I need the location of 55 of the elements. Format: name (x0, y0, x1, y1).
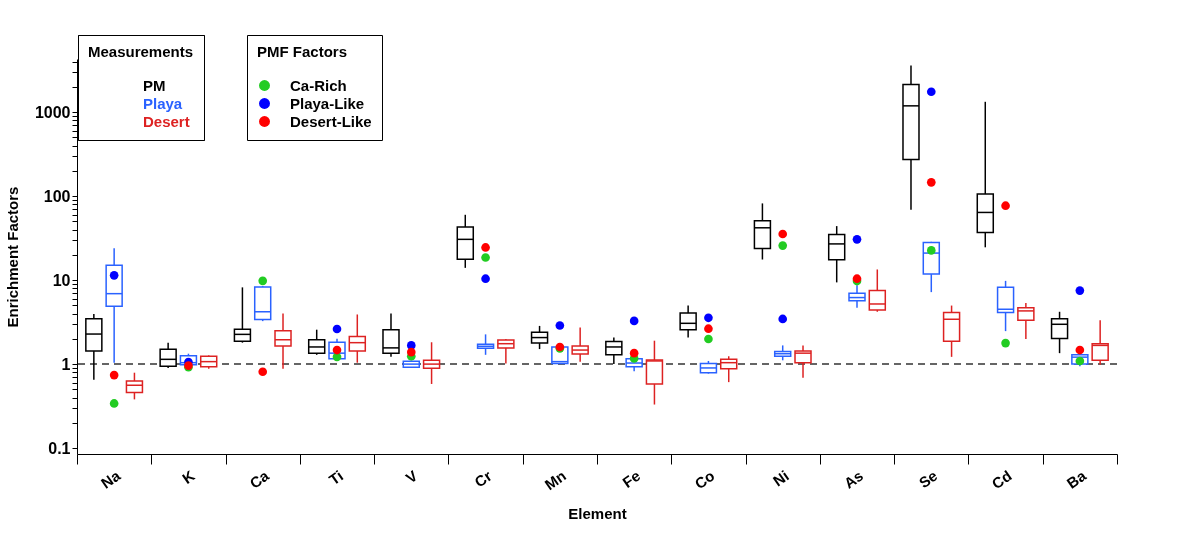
text: Playa (143, 94, 183, 112)
text: Desert (143, 112, 190, 130)
point (778, 241, 788, 250)
point (1001, 201, 1010, 211)
point (406, 347, 416, 357)
point (926, 246, 936, 255)
point (704, 313, 713, 323)
x-tick-label: Cr (471, 466, 495, 491)
point (852, 235, 862, 244)
x-tick-label: Na (97, 466, 124, 492)
point (481, 253, 490, 262)
point (109, 271, 119, 280)
point (481, 274, 490, 284)
x-tick-label: Fe (619, 466, 644, 491)
point (1001, 338, 1010, 348)
point (926, 87, 936, 97)
text: Measurements (88, 43, 194, 60)
x-tick-label: Cd (988, 466, 1015, 493)
point (926, 178, 936, 187)
text: PM (143, 76, 166, 94)
x-tick-label: Ti (325, 466, 347, 489)
y-tick-label: 1000 (34, 103, 71, 121)
point (481, 243, 490, 252)
x-tick-label: Mn (541, 466, 569, 494)
text: PMF Factors (257, 43, 348, 60)
point (704, 324, 713, 334)
point (629, 348, 639, 358)
legend-label: Playa-Like (290, 94, 365, 112)
y-tick-label: 0.1 (48, 439, 71, 457)
point (1075, 286, 1085, 295)
point (1075, 345, 1085, 355)
point (704, 334, 713, 344)
x-tick-label: Se (915, 466, 941, 492)
x-tick-label: V (402, 466, 421, 487)
x-tick-label: Ni (769, 466, 792, 490)
y-axis-title: Enrichment Factors (3, 186, 21, 328)
point (258, 367, 268, 377)
y-tick-label: 100 (43, 187, 71, 205)
point (109, 399, 119, 408)
point (109, 370, 119, 380)
x-tick-label: As (840, 466, 867, 492)
y-tick-label: 10 (52, 271, 71, 289)
point (258, 276, 268, 286)
x-tick-label: Ba (1063, 466, 1090, 492)
x-tick-label: Co (691, 466, 718, 493)
point (778, 229, 788, 239)
legend-label: Ca-Rich (290, 76, 347, 94)
point (555, 321, 565, 330)
point (778, 314, 788, 324)
x-tick-label: K (178, 466, 198, 488)
x-axis-title: Element (568, 505, 627, 523)
x-tick-label: Ca (246, 466, 273, 492)
y-tick-label: 1 (61, 355, 71, 373)
legend-label: Desert-Like (290, 112, 372, 130)
point (629, 316, 639, 326)
